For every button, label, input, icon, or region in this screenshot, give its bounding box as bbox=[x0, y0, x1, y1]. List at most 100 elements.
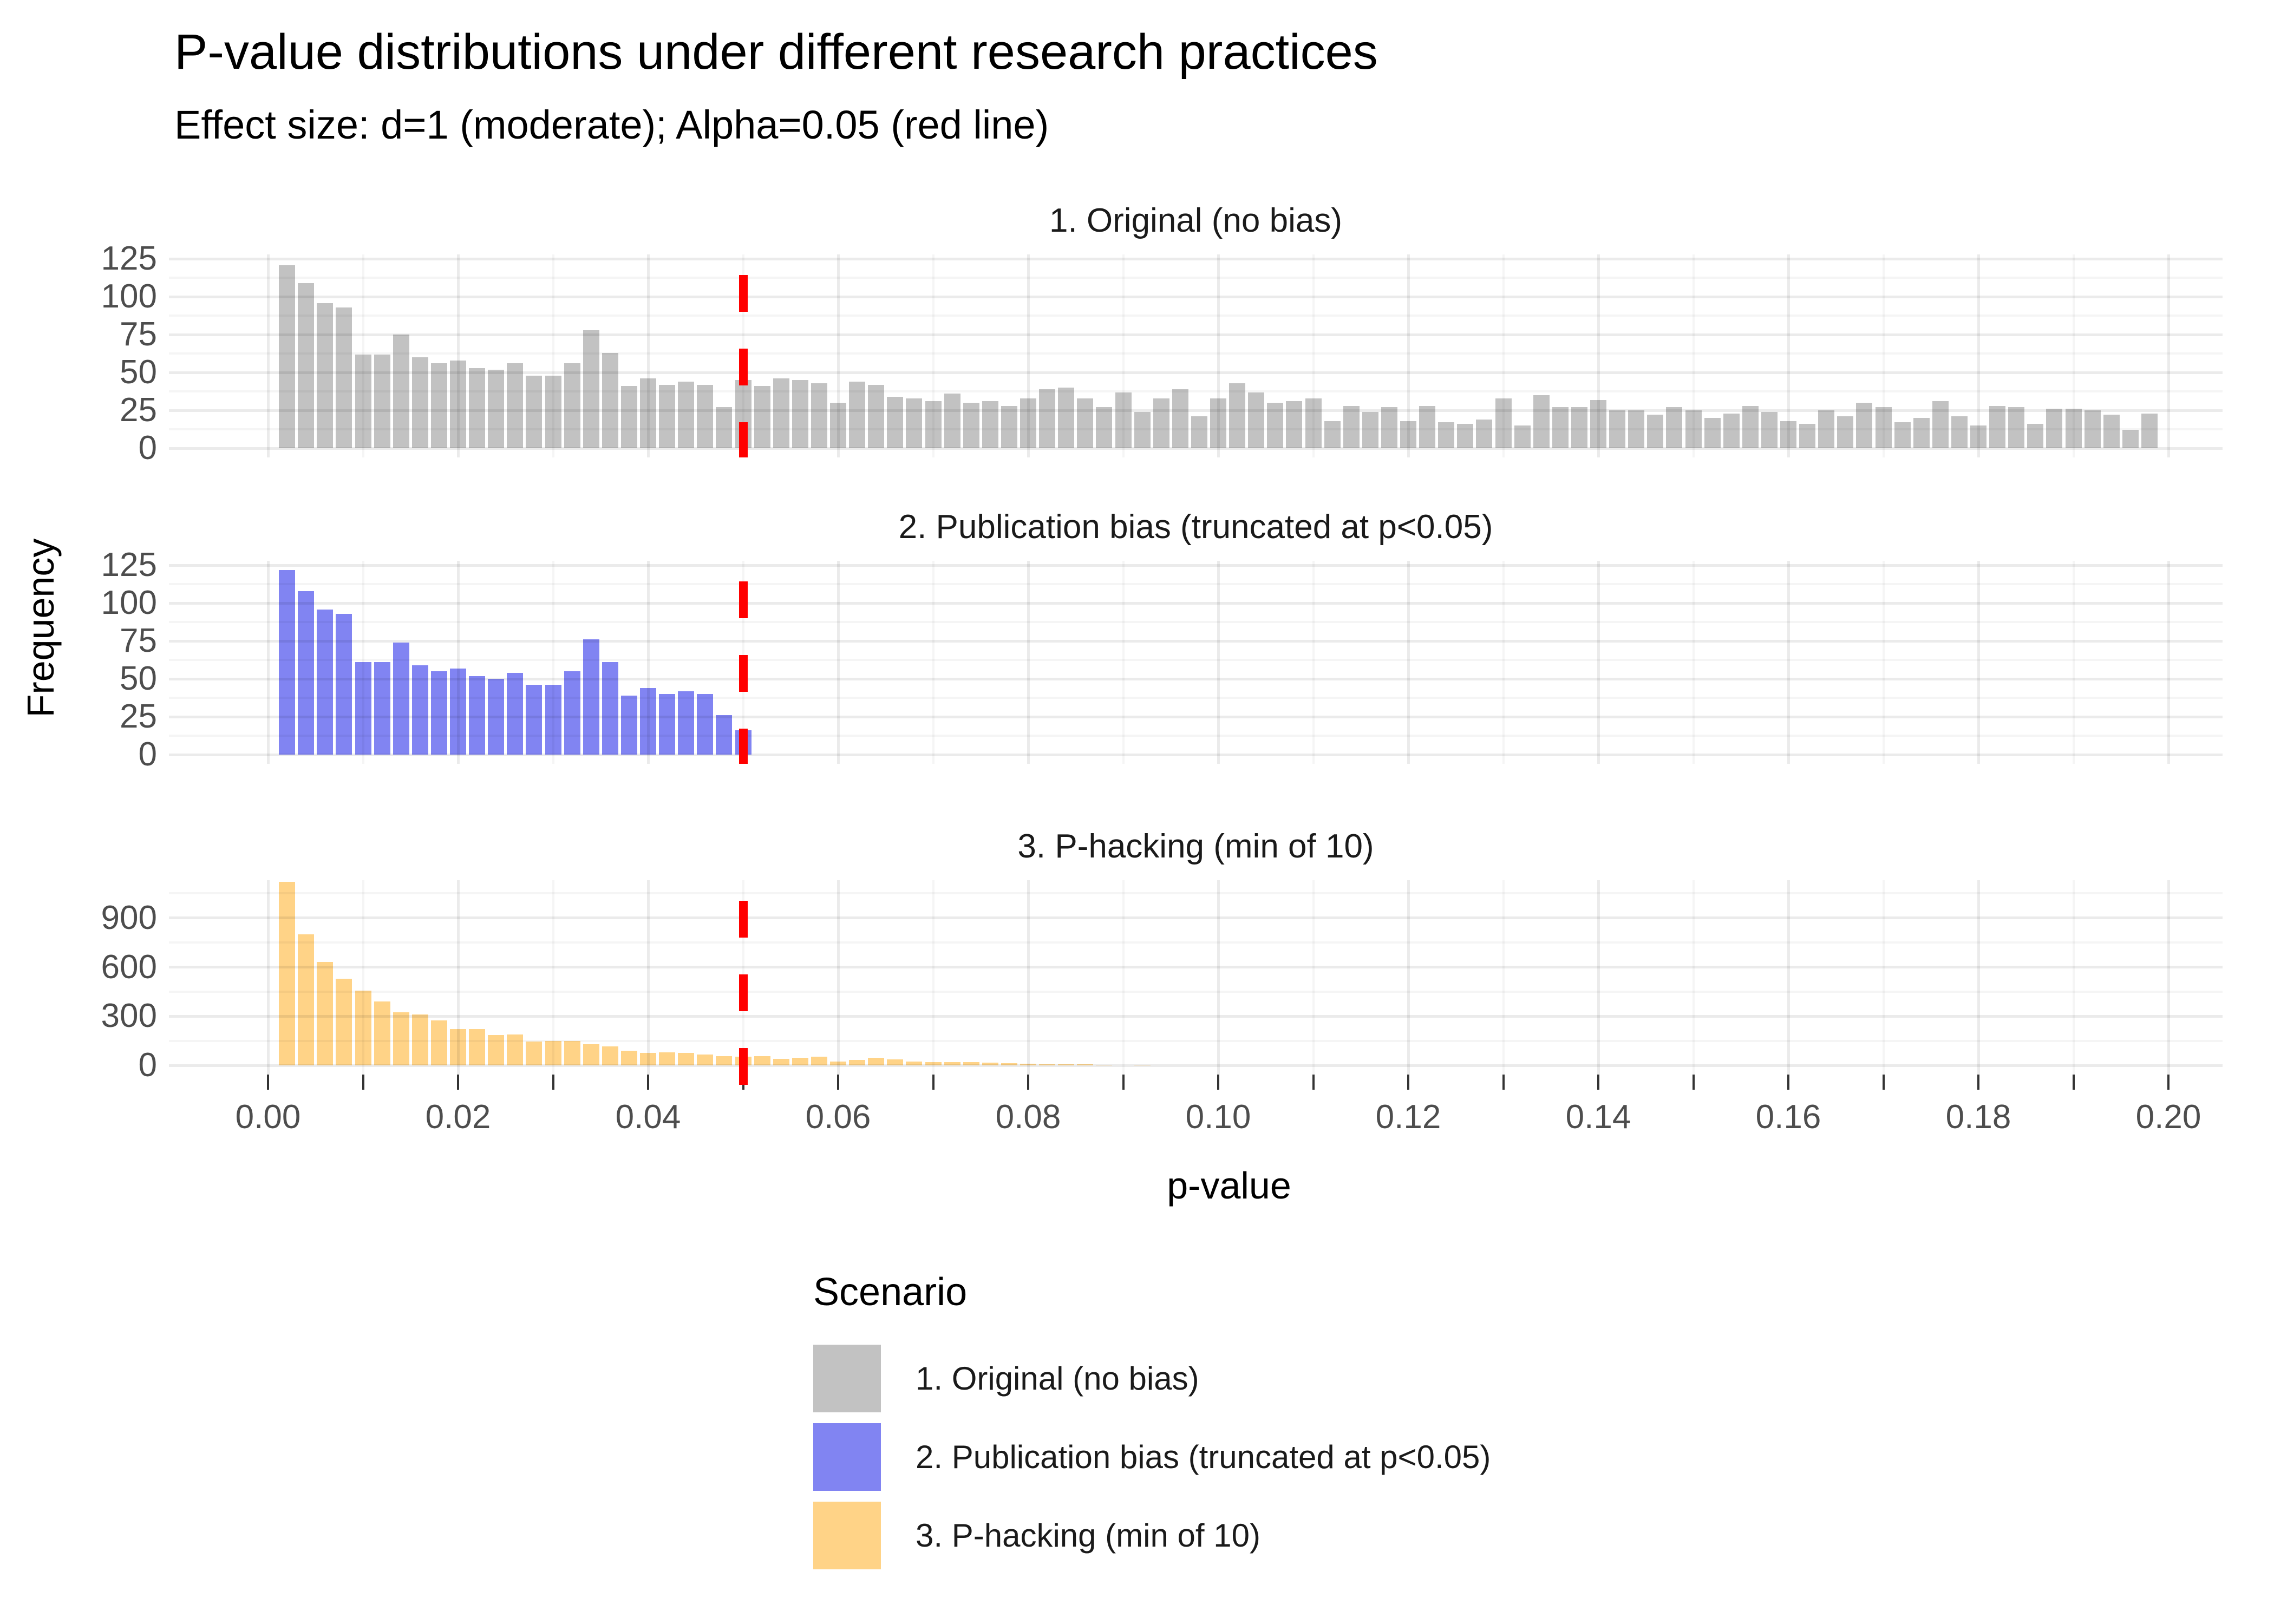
histogram-bar bbox=[355, 662, 371, 755]
alpha-threshold-line bbox=[739, 561, 748, 764]
major-gridline-horizontal bbox=[169, 601, 2223, 605]
x-axis-tick bbox=[1882, 1075, 1885, 1090]
histogram-bar bbox=[545, 1040, 561, 1065]
x-axis-tick bbox=[1502, 1075, 1505, 1090]
major-gridline-vertical bbox=[266, 561, 270, 764]
y-tick-label: 0 bbox=[138, 1046, 157, 1084]
histogram-bar bbox=[2027, 424, 2044, 448]
histogram-bar bbox=[1020, 398, 1036, 448]
histogram-bar bbox=[849, 1060, 866, 1065]
histogram-bar bbox=[678, 1053, 695, 1065]
legend-label-original: 1. Original (no bias) bbox=[916, 1360, 1199, 1397]
histogram-bar bbox=[545, 375, 561, 448]
major-gridline-vertical bbox=[266, 880, 270, 1075]
major-gridline-horizontal bbox=[169, 257, 2223, 260]
histogram-bar bbox=[488, 1035, 505, 1065]
x-axis-tick bbox=[362, 1075, 364, 1090]
minor-gridline-horizontal bbox=[169, 659, 2223, 662]
histogram-bar bbox=[583, 639, 599, 755]
minor-gridline-vertical bbox=[2072, 880, 2075, 1075]
x-tick-label: 0.12 bbox=[1375, 1098, 1441, 1136]
histogram-bar bbox=[1970, 425, 1987, 448]
histogram-bar bbox=[393, 1012, 409, 1065]
histogram-bar bbox=[298, 283, 315, 448]
x-tick-label: 0.16 bbox=[1755, 1098, 1821, 1136]
histogram-bar bbox=[1704, 418, 1721, 448]
y-tick-label: 50 bbox=[120, 353, 157, 391]
histogram-bar bbox=[1932, 401, 1949, 448]
histogram-bar bbox=[1058, 388, 1075, 448]
histogram-bar bbox=[2084, 410, 2101, 448]
histogram-bar bbox=[1818, 410, 1835, 448]
histogram-bar bbox=[1210, 398, 1226, 448]
x-tick-label: 0.20 bbox=[2135, 1098, 2201, 1136]
histogram-bar bbox=[697, 694, 714, 755]
histogram-bar bbox=[430, 671, 447, 755]
x-axis-tick bbox=[267, 1075, 269, 1090]
alpha-threshold-line bbox=[739, 880, 748, 1112]
histogram-bar bbox=[1742, 405, 1759, 448]
legend-swatch-original bbox=[813, 1345, 881, 1412]
major-gridline-vertical bbox=[1217, 880, 1220, 1075]
histogram-bar bbox=[1229, 383, 1246, 448]
x-axis-tick bbox=[837, 1075, 839, 1090]
histogram-bar bbox=[716, 715, 733, 755]
histogram-bar bbox=[620, 1050, 637, 1065]
minor-gridline-vertical bbox=[932, 561, 935, 764]
histogram-bar bbox=[716, 1056, 733, 1065]
histogram-bar bbox=[374, 1001, 390, 1065]
histogram-bar bbox=[1058, 1064, 1075, 1065]
histogram-bar bbox=[469, 676, 486, 755]
histogram-bar bbox=[564, 671, 580, 755]
y-tick-label: 900 bbox=[101, 899, 157, 937]
minor-gridline-vertical bbox=[1882, 561, 1885, 764]
minor-gridline-horizontal bbox=[169, 892, 2223, 895]
histogram-bar bbox=[925, 1062, 942, 1065]
histogram-bar bbox=[620, 386, 637, 448]
histogram-bar bbox=[602, 352, 618, 448]
facet-title-original: 1. Original (no bias) bbox=[1049, 202, 1343, 239]
x-axis-tick bbox=[2167, 1075, 2170, 1090]
histogram-bar bbox=[507, 363, 524, 448]
histogram-bar bbox=[411, 665, 428, 755]
x-tick-label: 0.18 bbox=[1945, 1098, 2011, 1136]
major-gridline-vertical bbox=[1407, 880, 1410, 1075]
histogram-bar bbox=[1457, 424, 1474, 448]
histogram-bar bbox=[450, 360, 466, 448]
histogram-bar bbox=[1780, 421, 1796, 448]
legend-item-publication-bias: 2. Publication bias (truncated at p<0.05… bbox=[813, 1423, 1491, 1491]
histogram-bar bbox=[830, 1061, 846, 1065]
histogram-bar bbox=[1666, 407, 1683, 448]
histogram-bar bbox=[507, 1034, 524, 1065]
histogram-bar bbox=[450, 668, 466, 755]
histogram-bar bbox=[2008, 407, 2025, 448]
histogram-bar bbox=[469, 1029, 486, 1065]
histogram-bar bbox=[279, 882, 296, 1065]
legend-label-publication-bias: 2. Publication bias (truncated at p<0.05… bbox=[916, 1439, 1491, 1475]
histogram-bar bbox=[602, 1046, 618, 1065]
histogram-bar bbox=[906, 1061, 923, 1065]
histogram-bar bbox=[1913, 418, 1930, 448]
y-tick-label: 0 bbox=[138, 736, 157, 773]
major-gridline-vertical bbox=[646, 880, 650, 1075]
histogram-bar bbox=[887, 1059, 904, 1065]
histogram-bar bbox=[868, 1058, 885, 1065]
histogram-bar bbox=[1723, 413, 1740, 448]
minor-gridline-horizontal bbox=[169, 941, 2223, 944]
histogram-bar bbox=[868, 384, 885, 448]
histogram-bar bbox=[982, 1063, 998, 1065]
histogram-bar bbox=[1077, 1064, 1094, 1065]
x-axis-tick bbox=[1692, 1075, 1695, 1090]
major-gridline-horizontal bbox=[169, 639, 2223, 643]
histogram-bar bbox=[963, 403, 979, 448]
histogram-bar bbox=[1305, 398, 1322, 448]
histogram-bar bbox=[944, 394, 960, 448]
histogram-bar bbox=[640, 687, 656, 755]
minor-gridline-horizontal bbox=[169, 277, 2223, 279]
histogram-bar bbox=[336, 613, 352, 755]
x-tick-label: 0.00 bbox=[235, 1098, 301, 1136]
histogram-bar bbox=[488, 369, 505, 448]
x-axis-tick bbox=[2072, 1075, 2075, 1090]
histogram-bar bbox=[1495, 398, 1512, 448]
